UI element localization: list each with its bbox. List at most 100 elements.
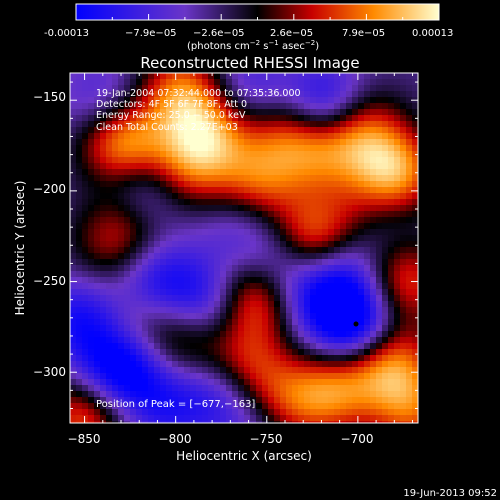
heatmap-cell bbox=[262, 205, 269, 212]
heatmap-cell bbox=[364, 187, 371, 194]
heatmap-cell bbox=[316, 313, 323, 320]
heatmap-cell bbox=[238, 187, 245, 194]
heatmap-cell bbox=[382, 169, 389, 176]
heatmap-cell bbox=[112, 205, 119, 212]
heatmap-cell bbox=[412, 331, 418, 338]
heatmap-cell bbox=[118, 349, 125, 356]
heatmap-cell bbox=[232, 343, 239, 350]
heatmap-cell bbox=[262, 145, 269, 152]
heatmap-cell bbox=[364, 103, 371, 110]
heatmap-cell bbox=[88, 301, 95, 308]
heatmap-cell bbox=[250, 235, 257, 242]
heatmap-cell bbox=[124, 193, 131, 200]
info-energy-range: Energy Range: 25.0 − 50.0 keV bbox=[96, 110, 246, 121]
heatmap-cell bbox=[94, 403, 101, 410]
heatmap-cell bbox=[382, 205, 389, 212]
heatmap-cell bbox=[364, 85, 371, 92]
heatmap-cell bbox=[178, 313, 185, 320]
heatmap-cell bbox=[358, 289, 365, 296]
heatmap-cell bbox=[334, 373, 341, 380]
heatmap-cell bbox=[262, 349, 269, 356]
heatmap-cell bbox=[382, 355, 389, 362]
heatmap-cell bbox=[262, 397, 269, 404]
heatmap-cell bbox=[358, 373, 365, 380]
heatmap-cell bbox=[148, 169, 155, 176]
heatmap-cell bbox=[226, 157, 233, 164]
heatmap-cell bbox=[202, 175, 209, 182]
heatmap-cell bbox=[250, 211, 257, 218]
heatmap-cell bbox=[280, 271, 287, 278]
heatmap-cell bbox=[112, 283, 119, 290]
heatmap-cell bbox=[172, 139, 179, 146]
heatmap-cell bbox=[142, 295, 149, 302]
heatmap-cell bbox=[352, 343, 359, 350]
heatmap-cell bbox=[256, 151, 263, 158]
heatmap-cell bbox=[382, 163, 389, 170]
heatmap-cell bbox=[148, 205, 155, 212]
heatmap-cell bbox=[292, 379, 299, 386]
heatmap-cell bbox=[214, 241, 221, 248]
heatmap-cell bbox=[226, 307, 233, 314]
heatmap-cell bbox=[214, 349, 221, 356]
heatmap-cell bbox=[370, 397, 377, 404]
heatmap-cell bbox=[406, 211, 413, 218]
heatmap-cell bbox=[412, 355, 418, 362]
heatmap-cell bbox=[286, 121, 293, 128]
heatmap-cell bbox=[388, 217, 395, 224]
heatmap-cell bbox=[166, 151, 173, 158]
heatmap-cell bbox=[400, 223, 407, 230]
heatmap-cell bbox=[268, 115, 275, 122]
heatmap-cell bbox=[328, 73, 335, 80]
heatmap-cell bbox=[364, 391, 371, 398]
heatmap-cell bbox=[250, 223, 257, 230]
heatmap-cell bbox=[70, 253, 77, 260]
heatmap-cell bbox=[292, 301, 299, 308]
heatmap-cell bbox=[292, 235, 299, 242]
heatmap-cell bbox=[70, 85, 77, 92]
heatmap-cell bbox=[124, 307, 131, 314]
heatmap-cell bbox=[196, 349, 203, 356]
heatmap-cell bbox=[352, 211, 359, 218]
heatmap-cell bbox=[118, 103, 125, 110]
heatmap-cell bbox=[250, 175, 257, 182]
heatmap-cell bbox=[304, 109, 311, 116]
heatmap-cell bbox=[364, 415, 371, 422]
heatmap-cell bbox=[106, 121, 113, 128]
heatmap-cell bbox=[100, 199, 107, 206]
heatmap-cell bbox=[94, 367, 101, 374]
heatmap-cell bbox=[214, 355, 221, 362]
heatmap-cell bbox=[232, 145, 239, 152]
heatmap-cell bbox=[112, 415, 119, 422]
heatmap-cell bbox=[406, 133, 413, 140]
heatmap-cell bbox=[94, 217, 101, 224]
heatmap-cell bbox=[388, 349, 395, 356]
heatmap-cell bbox=[76, 127, 83, 134]
heatmap-cell bbox=[232, 175, 239, 182]
heatmap-cell bbox=[124, 271, 131, 278]
heatmap-cell bbox=[262, 283, 269, 290]
heatmap-cell bbox=[130, 331, 137, 338]
heatmap-cell bbox=[190, 385, 197, 392]
heatmap-cell bbox=[358, 379, 365, 386]
heatmap-cell bbox=[286, 361, 293, 368]
heatmap-cell bbox=[124, 145, 131, 152]
heatmap-cell bbox=[76, 115, 83, 122]
heatmap-cell bbox=[226, 187, 233, 194]
heatmap-cell bbox=[136, 397, 143, 404]
heatmap-cell bbox=[106, 307, 113, 314]
heatmap-cell bbox=[358, 169, 365, 176]
heatmap-cell bbox=[406, 379, 413, 386]
heatmap-cell bbox=[394, 151, 401, 158]
heatmap-cell bbox=[148, 391, 155, 398]
heatmap-cell bbox=[220, 217, 227, 224]
heatmap-cell bbox=[388, 103, 395, 110]
heatmap-cell bbox=[382, 277, 389, 284]
heatmap-cell bbox=[106, 271, 113, 278]
heatmap-cell bbox=[376, 73, 383, 80]
heatmap-cell bbox=[256, 379, 263, 386]
heatmap-cell bbox=[352, 133, 359, 140]
heatmap-cell bbox=[298, 223, 305, 230]
heatmap-cell bbox=[346, 211, 353, 218]
heatmap-cell bbox=[304, 121, 311, 128]
heatmap-cell bbox=[244, 361, 251, 368]
